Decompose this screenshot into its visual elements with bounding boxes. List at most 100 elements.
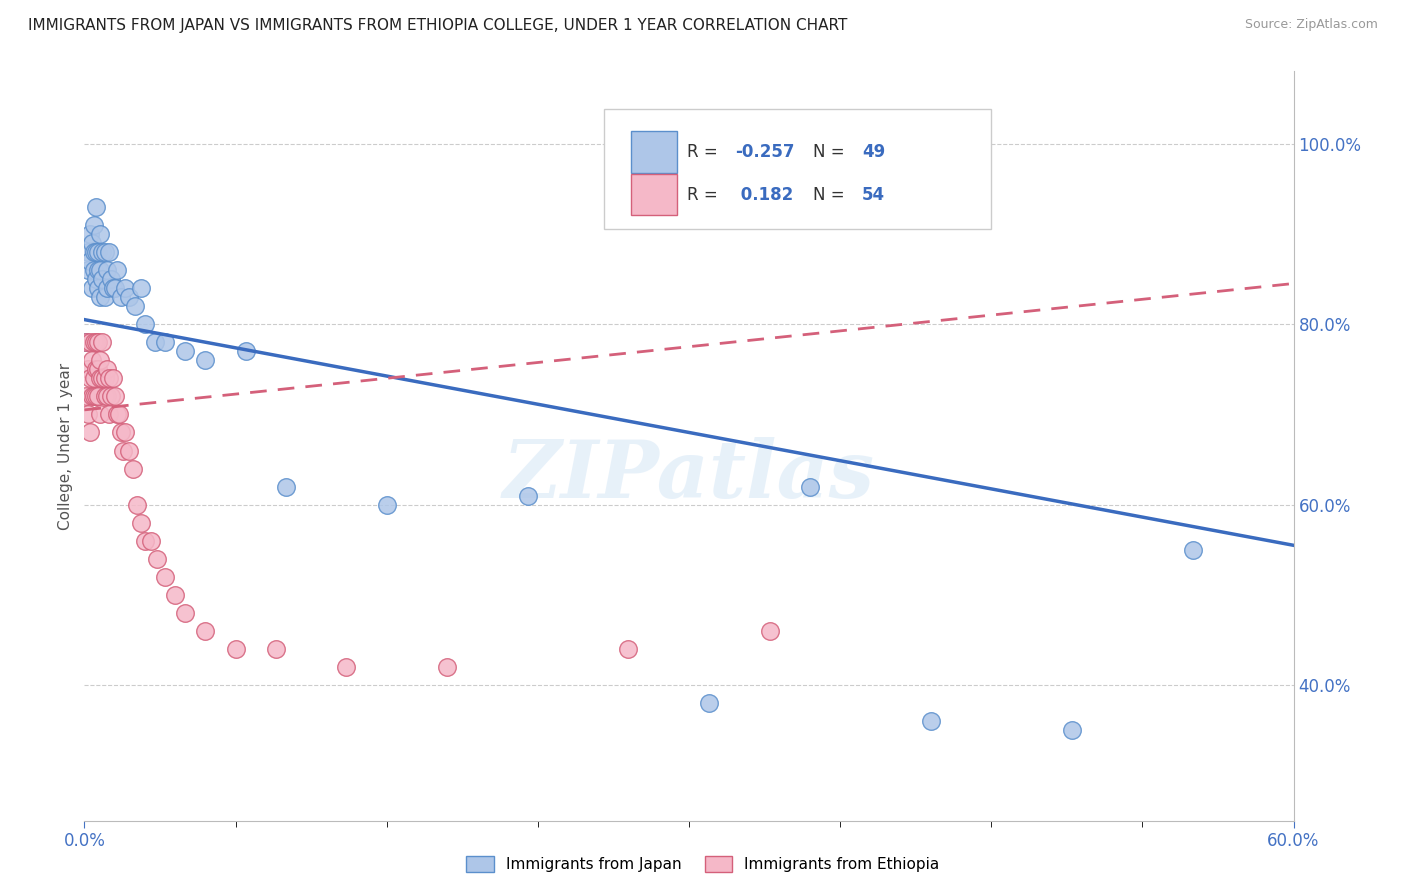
Point xyxy=(96,263,118,277)
Point xyxy=(83,244,105,259)
Text: ZIPatlas: ZIPatlas xyxy=(503,437,875,515)
Point xyxy=(1181,542,1204,557)
Point xyxy=(799,480,821,494)
Y-axis label: College, Under 1 year: College, Under 1 year xyxy=(58,362,73,530)
Point xyxy=(920,714,942,729)
Point xyxy=(110,290,132,304)
Point xyxy=(100,389,122,403)
Point xyxy=(194,624,217,638)
Point xyxy=(77,362,100,376)
Point xyxy=(83,263,105,277)
Point xyxy=(86,200,108,214)
Point xyxy=(82,353,104,368)
Point xyxy=(77,244,100,259)
Point xyxy=(96,389,118,403)
Point xyxy=(86,335,108,350)
FancyBboxPatch shape xyxy=(631,131,676,172)
Point xyxy=(274,480,297,494)
Point xyxy=(91,244,114,259)
Point xyxy=(134,317,156,331)
Point xyxy=(165,588,187,602)
Point xyxy=(146,552,169,566)
Point xyxy=(93,290,115,304)
Point xyxy=(79,425,101,440)
Point xyxy=(97,408,120,422)
Point xyxy=(79,335,101,350)
Text: 54: 54 xyxy=(862,186,884,204)
Point xyxy=(174,344,197,359)
FancyBboxPatch shape xyxy=(605,109,991,228)
Point xyxy=(1060,723,1083,738)
Point xyxy=(114,281,136,295)
Text: N =: N = xyxy=(814,186,851,204)
Point xyxy=(91,272,114,286)
Text: Source: ZipAtlas.com: Source: ZipAtlas.com xyxy=(1244,18,1378,31)
Point xyxy=(77,263,100,277)
Point xyxy=(86,272,108,286)
Point xyxy=(105,263,128,277)
Point xyxy=(82,235,104,250)
Point xyxy=(89,290,111,304)
Point xyxy=(82,281,104,295)
Point xyxy=(96,281,118,295)
Point xyxy=(89,371,111,385)
Text: N =: N = xyxy=(814,144,851,161)
Point xyxy=(87,362,110,376)
Point xyxy=(97,244,120,259)
Point xyxy=(114,425,136,440)
Point xyxy=(617,642,640,657)
Point xyxy=(105,408,128,422)
Point xyxy=(101,281,124,295)
Point xyxy=(375,498,398,512)
Point xyxy=(89,353,111,368)
Text: R =: R = xyxy=(686,144,723,161)
Point xyxy=(87,263,110,277)
Text: -0.257: -0.257 xyxy=(735,144,794,161)
Point xyxy=(86,389,108,403)
Point xyxy=(235,344,257,359)
Point xyxy=(174,606,197,620)
Point xyxy=(79,227,101,241)
Point xyxy=(104,389,127,403)
Point xyxy=(758,624,780,638)
Point xyxy=(118,443,141,458)
Point xyxy=(124,299,146,313)
Point xyxy=(93,244,115,259)
Point xyxy=(75,389,97,403)
Point xyxy=(436,660,458,674)
Point xyxy=(134,533,156,548)
Point xyxy=(111,443,134,458)
Point xyxy=(93,371,115,385)
Point xyxy=(83,218,105,232)
Point xyxy=(100,272,122,286)
Point xyxy=(225,642,247,657)
Point xyxy=(104,281,127,295)
Point xyxy=(79,371,101,385)
Point xyxy=(89,263,111,277)
Point xyxy=(86,362,108,376)
Legend: Immigrants from Japan, Immigrants from Ethiopia: Immigrants from Japan, Immigrants from E… xyxy=(458,848,948,880)
Point xyxy=(77,408,100,422)
Point xyxy=(194,353,217,368)
Point xyxy=(87,244,110,259)
Point xyxy=(335,660,357,674)
Point xyxy=(153,570,176,584)
Point xyxy=(121,461,143,475)
Point xyxy=(129,281,152,295)
Text: R =: R = xyxy=(686,186,723,204)
Point xyxy=(89,408,111,422)
Point xyxy=(87,389,110,403)
Point xyxy=(75,335,97,350)
Point xyxy=(143,335,166,350)
Point xyxy=(96,362,118,376)
Point xyxy=(87,335,110,350)
Point xyxy=(89,227,111,241)
Point xyxy=(125,498,148,512)
Text: 49: 49 xyxy=(862,144,886,161)
Point xyxy=(82,389,104,403)
Point xyxy=(101,371,124,385)
Point xyxy=(91,335,114,350)
Point xyxy=(75,335,97,350)
Point xyxy=(91,371,114,385)
Point xyxy=(697,696,720,710)
